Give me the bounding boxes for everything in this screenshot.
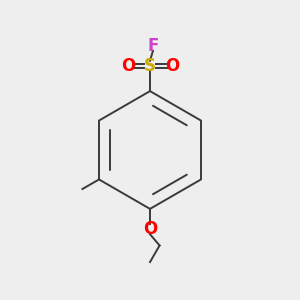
Text: F: F (147, 37, 159, 55)
Text: O: O (121, 57, 135, 75)
Text: S: S (144, 57, 156, 75)
Text: O: O (143, 220, 157, 238)
Text: O: O (165, 57, 179, 75)
